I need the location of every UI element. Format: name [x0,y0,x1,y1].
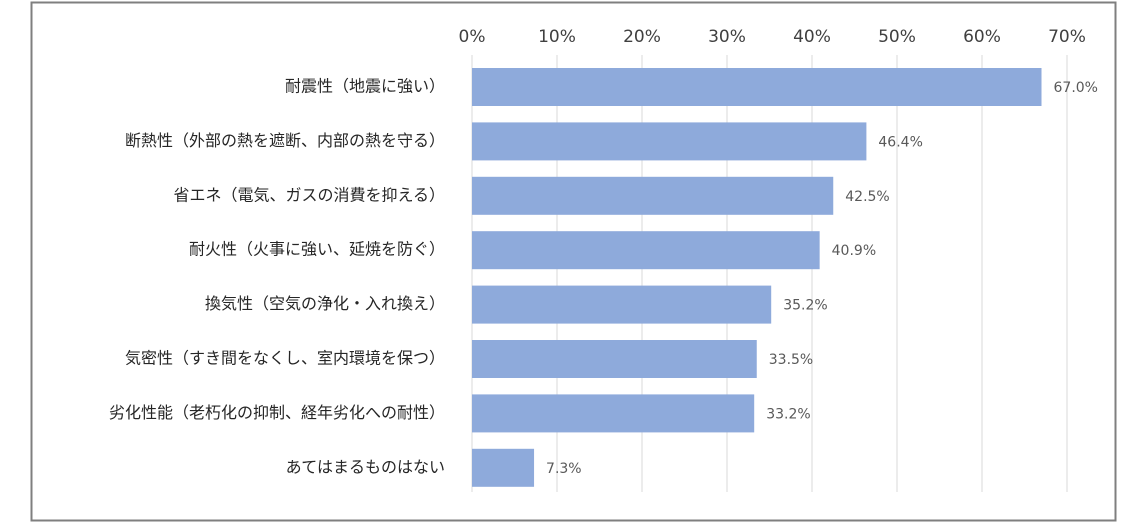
data-label: 46.4% [878,134,922,150]
data-labels: 67.0% 46.4% 42.5% 40.9% 35.2% 33.5% 33.2% 7.3% [546,80,1098,477]
data-label: 40.9% [832,243,876,259]
bar [472,231,820,270]
bar [472,176,834,215]
bar [472,122,867,161]
x-tick-label: 10% [538,27,576,47]
data-label: 7.3% [546,461,582,477]
bar [472,285,772,324]
category-label: 換気性（空気の浄化・入れ換え） [205,294,445,313]
x-tick-label: 20% [623,27,661,47]
data-label: 33.5% [769,352,813,368]
bars [472,68,1042,487]
category-labels: 耐震性（地震に強い） 断熱性（外部の熱を遮断、内部の熱を守る） 省エネ（電気、ガスの… [109,77,445,477]
x-tick-label: 30% [708,27,746,47]
bar [472,394,755,433]
x-axis-tick-labels: 0% 10% 20% 30% 40% 50% 60% 70% [459,27,1086,47]
x-tick-label: 50% [878,27,916,47]
data-label: 35.2% [783,298,827,314]
category-label: 耐震性（地震に強い） [285,77,445,96]
data-label: 42.5% [845,189,889,205]
category-label: 劣化性能（老朽化の抑制、経年劣化への耐性） [109,403,445,422]
x-tick-label: 40% [793,27,831,47]
category-label: 断熱性（外部の熱を遮断、内部の熱を守る） [125,131,445,150]
category-label: 気密性（すき間をなくし、室内環境を保つ） [125,349,445,368]
category-label: あてはまるものはない [286,457,445,476]
data-label: 33.2% [766,406,810,422]
data-label: 67.0% [1054,80,1098,96]
x-tick-label: 0% [459,27,486,47]
category-label: 耐火性（火事に強い、延焼を防ぐ） [189,240,445,259]
bar [472,340,757,378]
bar [472,448,535,487]
bar [472,68,1042,106]
category-label: 省エネ（電気、ガスの消費を抑える） [173,185,445,204]
x-tick-label: 70% [1048,27,1086,47]
x-tick-label: 60% [963,27,1001,47]
